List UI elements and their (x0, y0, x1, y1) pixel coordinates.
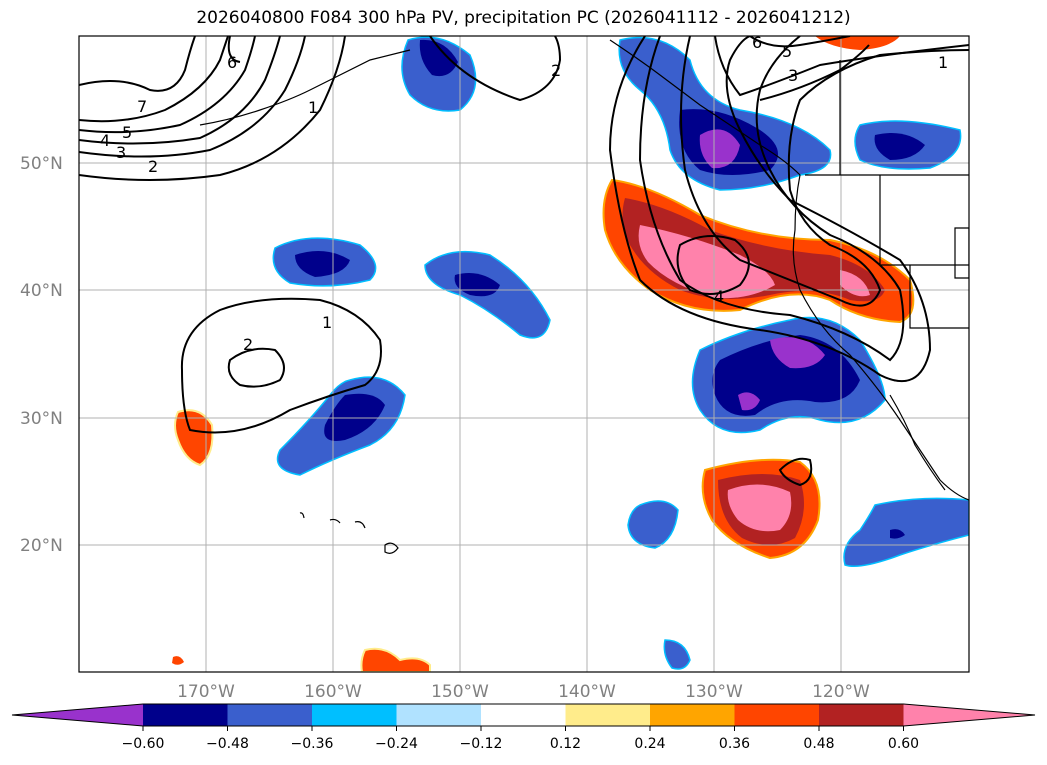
colorbar-tick-label: −0.24 (375, 736, 418, 752)
contour-label: 7 (137, 97, 147, 116)
latitude-labels: 50°N 40°N 30°N 20°N (20, 154, 63, 556)
colorbar-tick-label: −0.36 (291, 736, 334, 752)
lon-label: 120°W (812, 682, 870, 702)
colorbar-segment (734, 704, 820, 726)
colorbar-segment (819, 704, 904, 726)
contour-labels: 7 5 4 3 2 6 1 2 6 5 3 1 4 1 2 (100, 33, 948, 354)
lat-label: 30°N (20, 409, 63, 429)
lon-label: 130°W (685, 682, 743, 702)
colorbar-tick-label: 0.48 (803, 736, 834, 752)
colorbar-extend-max (903, 704, 1035, 726)
contour-label: 3 (788, 66, 798, 85)
colorbar-extend-min (12, 704, 143, 726)
precip-negative-field (272, 36, 969, 670)
contour-label: 1 (308, 98, 318, 117)
map-frame (78, 35, 970, 673)
graticule (79, 36, 969, 672)
colorbar: −0.60 −0.48 −0.36 −0.24 −0.12 0.12 0.24 0.36 0.4… (11, 703, 1036, 752)
contour-label: 1 (322, 313, 332, 332)
colorbar-tick-label: −0.48 (206, 736, 249, 752)
lat-label: 50°N (20, 154, 63, 174)
lat-label: 20°N (20, 536, 63, 556)
contour-label: 5 (122, 123, 132, 142)
contour-label: 4 (100, 131, 110, 150)
colorbar-segment (565, 704, 651, 726)
colorbar-segment (227, 704, 313, 726)
lat-label: 40°N (20, 281, 63, 301)
contour-label: 6 (752, 33, 762, 52)
lon-label: 140°W (558, 682, 616, 702)
colorbar-tick-label: 0.24 (634, 736, 665, 752)
colorbar-tick-label: −0.12 (460, 736, 503, 752)
map-area: 7 5 4 3 2 6 1 2 6 5 3 1 4 1 2 (79, 33, 969, 672)
contour-label: 2 (551, 61, 561, 80)
colorbar-segment (650, 704, 735, 726)
contour-label: 5 (782, 42, 792, 61)
colorbar-segment (312, 704, 397, 726)
lon-label: 160°W (304, 682, 362, 702)
contour-label: 4 (714, 287, 724, 306)
colorbar-tick-label: −0.60 (122, 736, 165, 752)
precip-positive-field (172, 36, 915, 672)
contour-label: 2 (148, 157, 158, 176)
map-title: 2026040800 F084 300 hPa PV, precipitatio… (196, 8, 851, 28)
colorbar-segment (481, 704, 566, 726)
lon-label: 150°W (431, 682, 489, 702)
pv-contours (79, 36, 969, 487)
contour-label: 2 (243, 335, 253, 354)
contour-label: 1 (938, 53, 948, 72)
lon-label: 170°W (177, 682, 235, 702)
longitude-labels: 170°W 160°W 150°W 140°W 130°W 120°W (177, 682, 870, 702)
colorbar-segment (396, 704, 482, 726)
coastlines (199, 39, 969, 554)
contour-label: 3 (116, 143, 126, 162)
colorbar-tick-label: 0.12 (550, 736, 581, 752)
colorbar-segment (143, 704, 228, 726)
colorbar-tick-label: 0.36 (719, 736, 750, 752)
colorbar-tick-label: 0.60 (888, 736, 919, 752)
contour-label: 6 (227, 53, 237, 72)
